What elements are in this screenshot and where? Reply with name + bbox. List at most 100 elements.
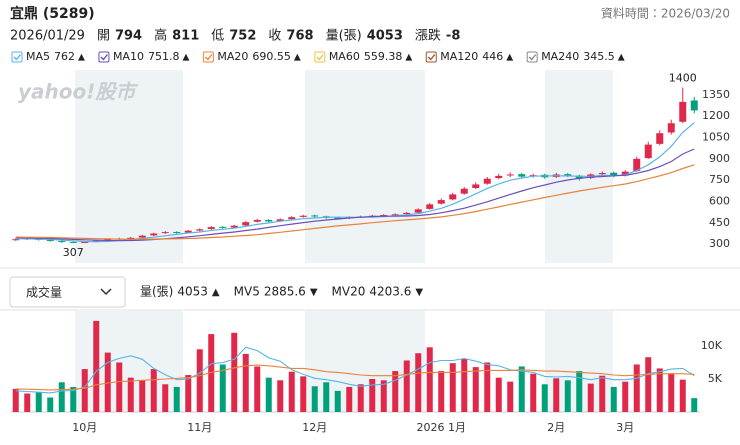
candle-body [276, 219, 284, 222]
volume-bar [380, 380, 387, 412]
quote-label: 量(張) [326, 29, 362, 44]
vol-legend-name: MV20 [332, 285, 366, 299]
quote-label: 漲跌 [415, 28, 441, 44]
candle-body [173, 231, 181, 233]
volume-bar [541, 384, 548, 412]
volume-bar [70, 386, 77, 412]
volume-bar [472, 367, 479, 412]
volume-bar [47, 397, 54, 412]
chevron[interactable] [100, 288, 112, 296]
check[interactable] [427, 54, 436, 61]
check[interactable] [13, 54, 22, 61]
check[interactable] [316, 54, 324, 61]
quote-label: 收 [268, 29, 281, 44]
candle-body [150, 233, 158, 236]
y-tick-label: 10K [701, 339, 723, 352]
vol-legend-arrow: ▲ [212, 287, 220, 298]
volume-bar [668, 373, 675, 412]
ma-arrow: ▲ [405, 53, 412, 63]
volume-bar [415, 353, 422, 412]
volume-bar [656, 368, 663, 412]
volume-bar [58, 382, 65, 412]
candle-body [644, 144, 652, 159]
volume-bar [35, 392, 42, 412]
check[interactable] [100, 54, 108, 61]
candle-body [58, 241, 66, 243]
y-tick-label: 1200 [702, 109, 730, 122]
vol-legend-name: MV5 [234, 285, 260, 299]
volume-bar [173, 386, 180, 412]
volume-bar [231, 332, 238, 412]
volume-bar [564, 380, 571, 412]
candle-body [196, 229, 204, 231]
ma-line [15, 164, 695, 240]
mv-line [15, 346, 695, 394]
volume-bar [265, 377, 272, 412]
y-tick-label: 750 [709, 173, 730, 186]
volume-bar [127, 377, 134, 412]
ma-value: 762 [54, 50, 75, 63]
volume-bar [357, 384, 364, 412]
candle-body [288, 217, 296, 220]
shade [545, 70, 613, 263]
candle-body [449, 194, 457, 200]
dropdown-label[interactable]: 成交量 [26, 285, 62, 300]
volume-bar [196, 349, 203, 412]
ma-checkbox[interactable] [526, 51, 538, 63]
volume-bar [576, 371, 583, 412]
candle-body [483, 178, 491, 184]
volume-bar [484, 362, 491, 412]
candle-body [598, 173, 606, 175]
candle-body [81, 242, 89, 244]
ma-checkbox[interactable] [202, 51, 214, 63]
ma-name: MA60 [329, 50, 360, 63]
candle-body [219, 226, 227, 228]
ma-checkbox[interactable] [425, 51, 437, 63]
check[interactable] [204, 54, 213, 61]
ma-checkbox[interactable] [98, 51, 110, 63]
y-tick-label: 600 [709, 195, 730, 208]
quote-label: 開 [97, 29, 110, 44]
check[interactable] [528, 54, 537, 61]
x-tick-label: 3月 [616, 421, 634, 434]
candle-body [656, 133, 664, 144]
x-tick-label: 2月 [547, 421, 565, 434]
quote-value: 4053 [367, 29, 403, 44]
ma-value: 751.8 [148, 50, 180, 63]
ma-checkbox[interactable] [314, 51, 326, 63]
quote-value: 811 [172, 29, 199, 44]
candle-body [426, 204, 434, 209]
volume-bar [369, 378, 376, 412]
volume-bar [691, 398, 698, 412]
volume-bar [679, 379, 686, 412]
y-tick-label: 5K [708, 372, 723, 385]
dropdown-box[interactable] [9, 276, 126, 308]
candle-body [184, 230, 192, 233]
ma-checkbox[interactable] [11, 51, 23, 63]
ma-name: MA5 [26, 50, 50, 63]
volume-bar [392, 371, 399, 412]
volume-bar [645, 357, 652, 412]
volume-bar [116, 362, 123, 412]
volume-bar [426, 347, 433, 412]
vol-legend-arrow: ▼ [310, 287, 318, 298]
quote-value: 752 [229, 29, 256, 44]
y-tick-label: 1050 [702, 130, 730, 143]
quote-value: 794 [115, 29, 142, 44]
volume-bar [104, 352, 111, 412]
candle-body [46, 239, 54, 241]
candle-body [92, 240, 100, 242]
candle-body [334, 217, 342, 219]
ma-line [15, 148, 695, 242]
ma-name: MA10 [113, 50, 144, 63]
volume-bar [185, 375, 192, 412]
volume-bar [254, 366, 261, 412]
volume-bar [507, 381, 514, 412]
title: 宜鼎 (5289) [10, 5, 95, 22]
volume-bar [599, 375, 606, 412]
candle-body [633, 158, 641, 171]
ma-value: 345.5 [583, 50, 615, 63]
volume-bar [300, 376, 307, 412]
volume-dropdown[interactable]: 成交量 [9, 276, 126, 308]
